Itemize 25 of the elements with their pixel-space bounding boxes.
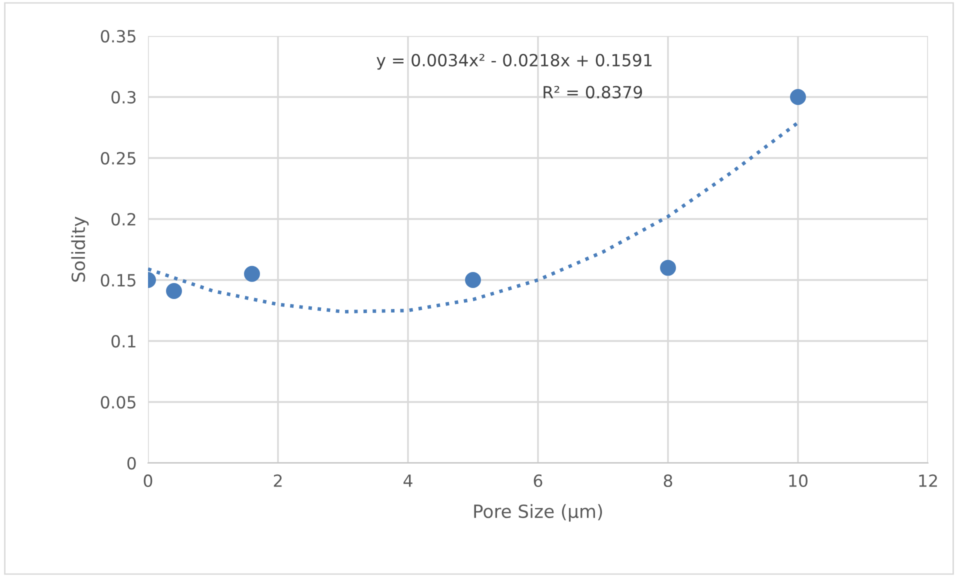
x-tick-label: 0 xyxy=(144,474,152,488)
point xyxy=(465,272,481,288)
x-tick-label: 12 xyxy=(919,474,937,487)
x-tick-label: 6 xyxy=(534,474,542,488)
annotation: R² = 0.8379 xyxy=(544,86,642,98)
y-tick-label: 0.3 xyxy=(111,90,136,104)
y-tick-label: 0.2 xyxy=(111,212,136,226)
annotation: y = 0.0034x² - 0.0218x + 0.1591 xyxy=(376,54,652,70)
y-tick-label: 0.35 xyxy=(100,30,136,43)
point xyxy=(790,89,806,105)
y-axis-title: Solidity xyxy=(71,216,89,282)
y-tick-label: 0.25 xyxy=(100,152,136,165)
x-axis-title: Pore Size (µm) xyxy=(474,504,602,522)
point xyxy=(244,266,260,282)
point xyxy=(166,283,182,299)
point xyxy=(660,260,676,276)
y-tick-label: 0 xyxy=(127,456,136,470)
y-tick-label: 0.15 xyxy=(100,274,136,287)
x-tick-label: 4 xyxy=(404,474,412,487)
y-tick-label: 0.1 xyxy=(111,334,136,348)
x-tick-label: 2 xyxy=(274,474,282,487)
y-tick-label: 0.05 xyxy=(100,396,136,409)
line-series xyxy=(148,120,800,314)
x-tick-label: 10 xyxy=(789,474,808,488)
x-tick-label: 8 xyxy=(664,474,672,488)
